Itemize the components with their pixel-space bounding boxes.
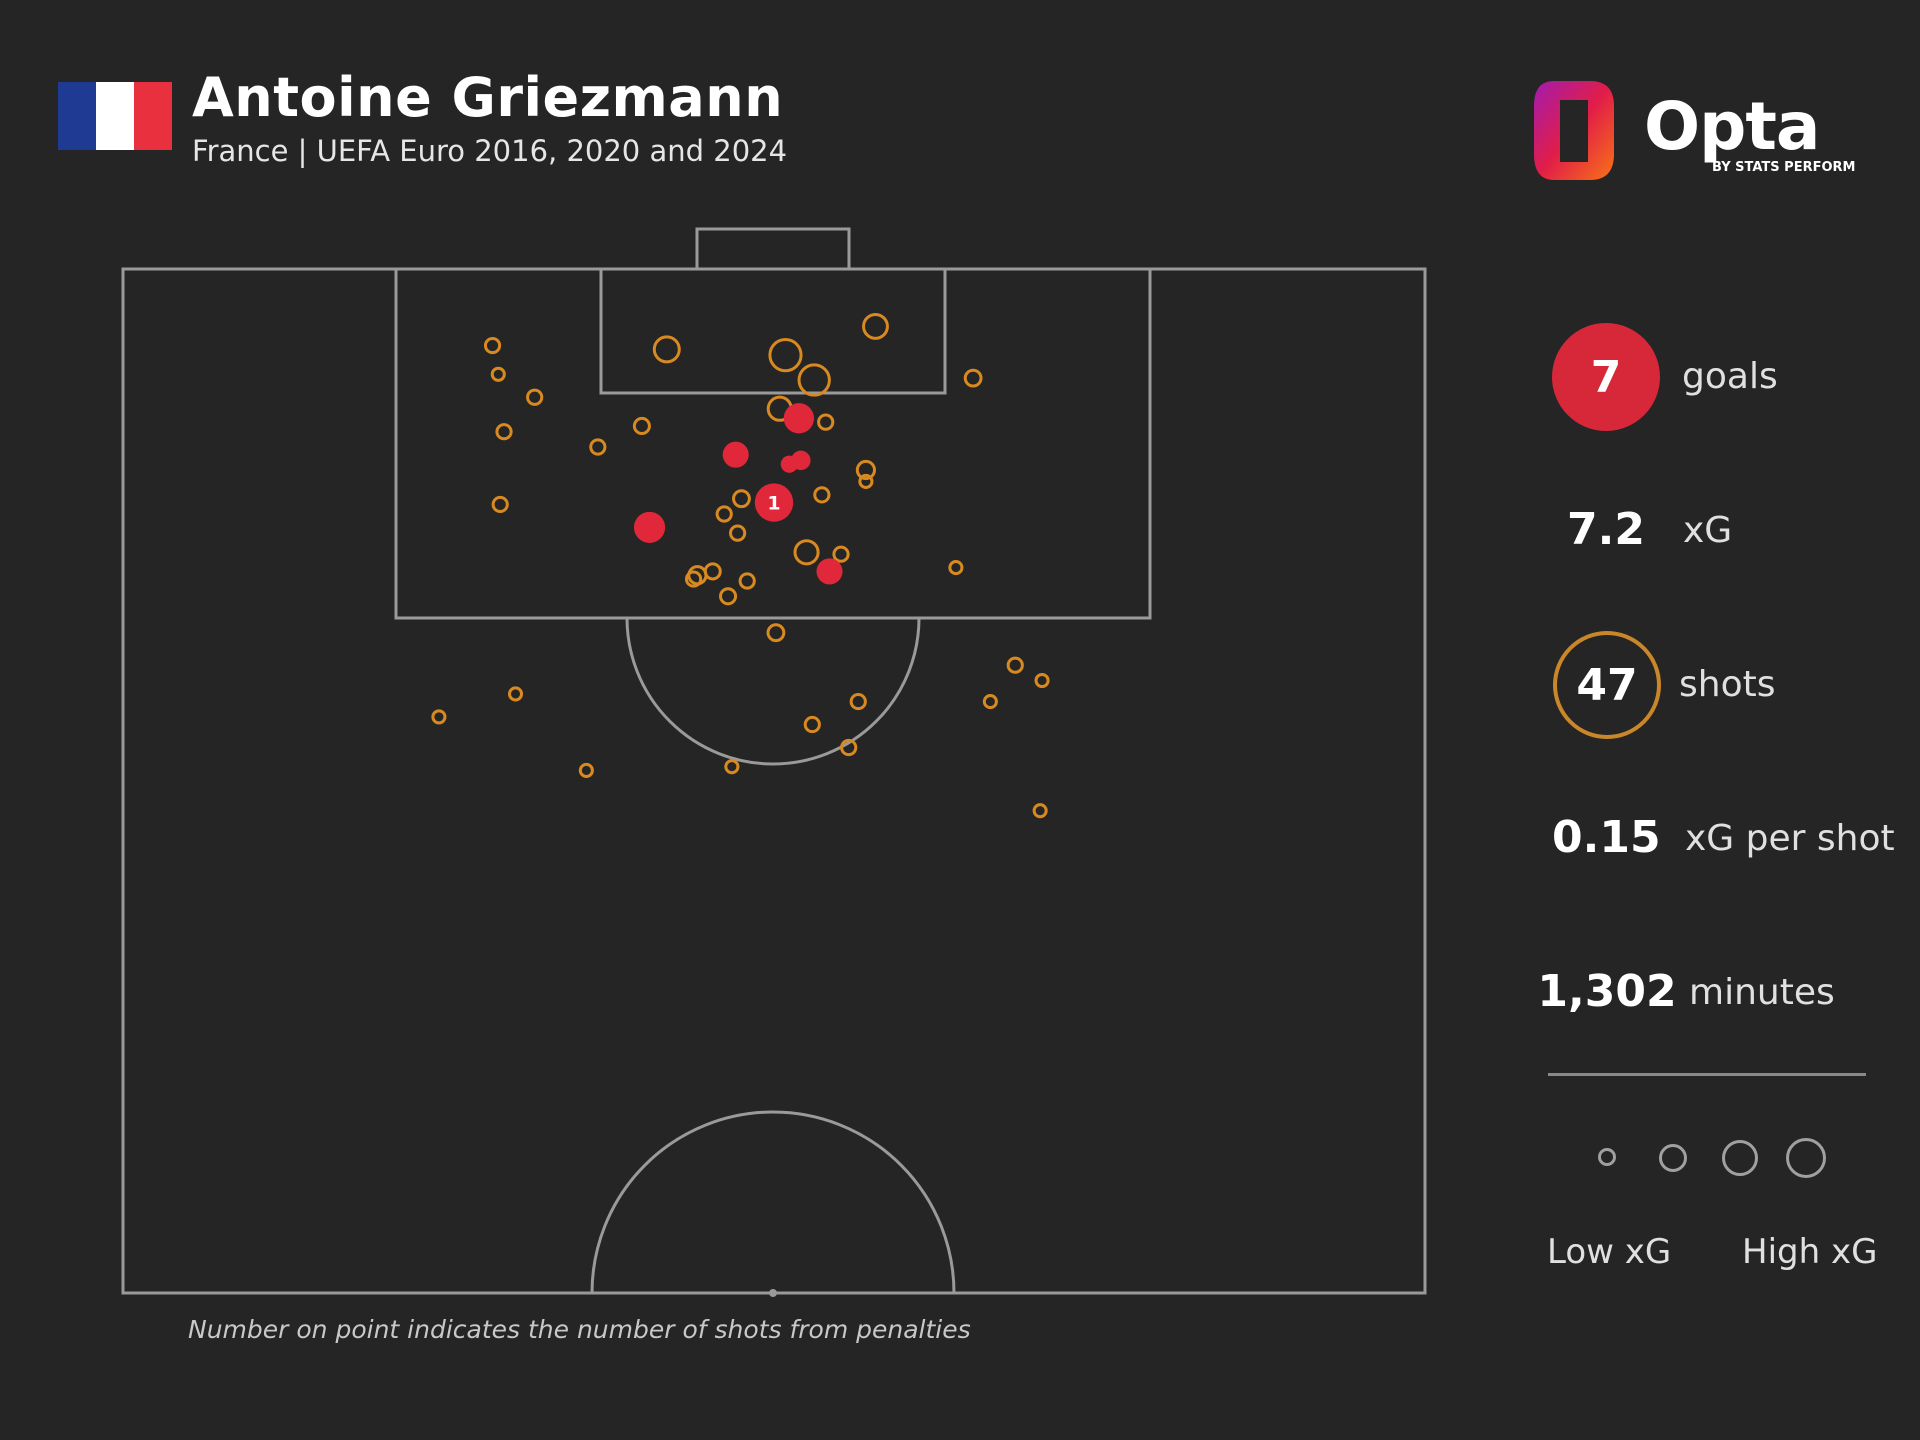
legend-dot-4: [1786, 1138, 1826, 1178]
penalty-area: [394, 267, 1152, 620]
shots-layer: [431, 312, 1050, 819]
shot-point-4: [495, 423, 513, 441]
goal-point-5: [754, 483, 794, 522]
goal-point-4: [780, 455, 798, 473]
shot-point-5: [589, 438, 607, 456]
legend-dot-3: [1722, 1140, 1758, 1176]
shots-value: 47: [1576, 659, 1638, 711]
footnote: Number on point indicates the number of …: [188, 1315, 971, 1344]
pitch-lines: [121, 227, 1427, 1295]
shot-point-11: [862, 312, 889, 340]
minutes-value: 1,302: [1537, 966, 1677, 1017]
shot-point-19: [729, 524, 747, 542]
legend-high-label: High xG: [1742, 1232, 1878, 1272]
shot-point-36: [724, 759, 740, 775]
shot-point-34: [803, 715, 821, 734]
goals-layer: 1: [633, 403, 843, 585]
shot-point-28: [948, 560, 964, 576]
shot-point-33: [849, 692, 867, 711]
flag-stripe-white: [96, 82, 134, 150]
shot-point-7: [491, 495, 509, 514]
shot-point-40: [1032, 803, 1048, 819]
shot-point-37: [507, 686, 524, 702]
minutes-label: minutes: [1689, 972, 1835, 1013]
page-title: Antoine Griezmann: [192, 66, 784, 129]
xg-per-shot-value: 0.15: [1552, 812, 1661, 863]
shot-point-9: [768, 338, 803, 373]
goals-value: 7: [1590, 351, 1622, 403]
legend-dot-2: [1659, 1144, 1687, 1172]
goal-outline: [695, 227, 851, 271]
opta-mark-icon: [1534, 81, 1614, 180]
six-yard-box: [599, 267, 947, 395]
shot-point-39: [578, 762, 594, 779]
shot-point-16: [813, 486, 831, 504]
shot-point-1: [483, 336, 502, 355]
shot-point-38: [431, 709, 447, 725]
shot-point-21: [832, 545, 850, 563]
shot-point-2: [490, 366, 506, 382]
shot-point-27: [719, 587, 738, 606]
flag-stripe-blue: [58, 82, 96, 150]
stats-divider: [1548, 1073, 1866, 1076]
goal-point-6: [633, 511, 666, 543]
shot-point-15: [858, 473, 874, 490]
shot-point-8: [652, 335, 681, 364]
legend-low-label: Low xG: [1547, 1232, 1672, 1272]
shot-point-6: [632, 416, 651, 435]
shots-label: shots: [1679, 664, 1776, 705]
xg-per-shot-label: xG per shot: [1685, 818, 1895, 859]
brand-logo: Opta BY STATS PERFORM: [1532, 76, 1862, 186]
penalty-arc: [625, 617, 921, 766]
shot-point-3: [526, 388, 544, 406]
shot-point-26: [738, 572, 756, 590]
goal-point-7: [816, 558, 843, 585]
legend-dot-1: [1598, 1148, 1616, 1166]
shot-point-22: [963, 368, 983, 388]
shot-point-35: [840, 738, 858, 757]
shot-point-25: [703, 562, 722, 581]
shot-point-32: [982, 694, 998, 710]
half-pitch-outline: [121, 267, 1427, 1295]
shot-point-31: [1034, 672, 1050, 689]
shot-point-13: [817, 413, 835, 431]
brand-name: Opta: [1644, 88, 1820, 165]
centre-spot: [769, 1289, 777, 1297]
goal-point-1: [783, 403, 815, 434]
shot-point-14: [855, 459, 876, 481]
shots-badge: 47: [1553, 631, 1661, 739]
shot-point-29: [766, 623, 786, 643]
shot-point-20: [793, 539, 820, 566]
goal-point-2: [722, 441, 749, 468]
brand-tagline: BY STATS PERFORM: [1712, 160, 1856, 175]
shot-point-17: [732, 489, 751, 509]
goals-label: goals: [1682, 356, 1778, 397]
page-subtitle: France | UEFA Euro 2016, 2020 and 2024: [192, 134, 788, 168]
france-flag: [58, 82, 172, 150]
xg-value: 7.2: [1567, 504, 1645, 555]
shot-point-10: [797, 363, 831, 397]
xg-label: xG: [1683, 510, 1733, 551]
shot-point-23: [687, 565, 708, 586]
shot-point-24: [684, 570, 703, 588]
shot-point-18: [715, 505, 733, 523]
shot-point-30: [1006, 656, 1024, 674]
goals-badge: 7: [1552, 323, 1660, 431]
penalty-count-label: 1: [767, 493, 780, 515]
flag-stripe-red: [134, 82, 172, 150]
centre-circle-arc: [590, 1110, 956, 1294]
